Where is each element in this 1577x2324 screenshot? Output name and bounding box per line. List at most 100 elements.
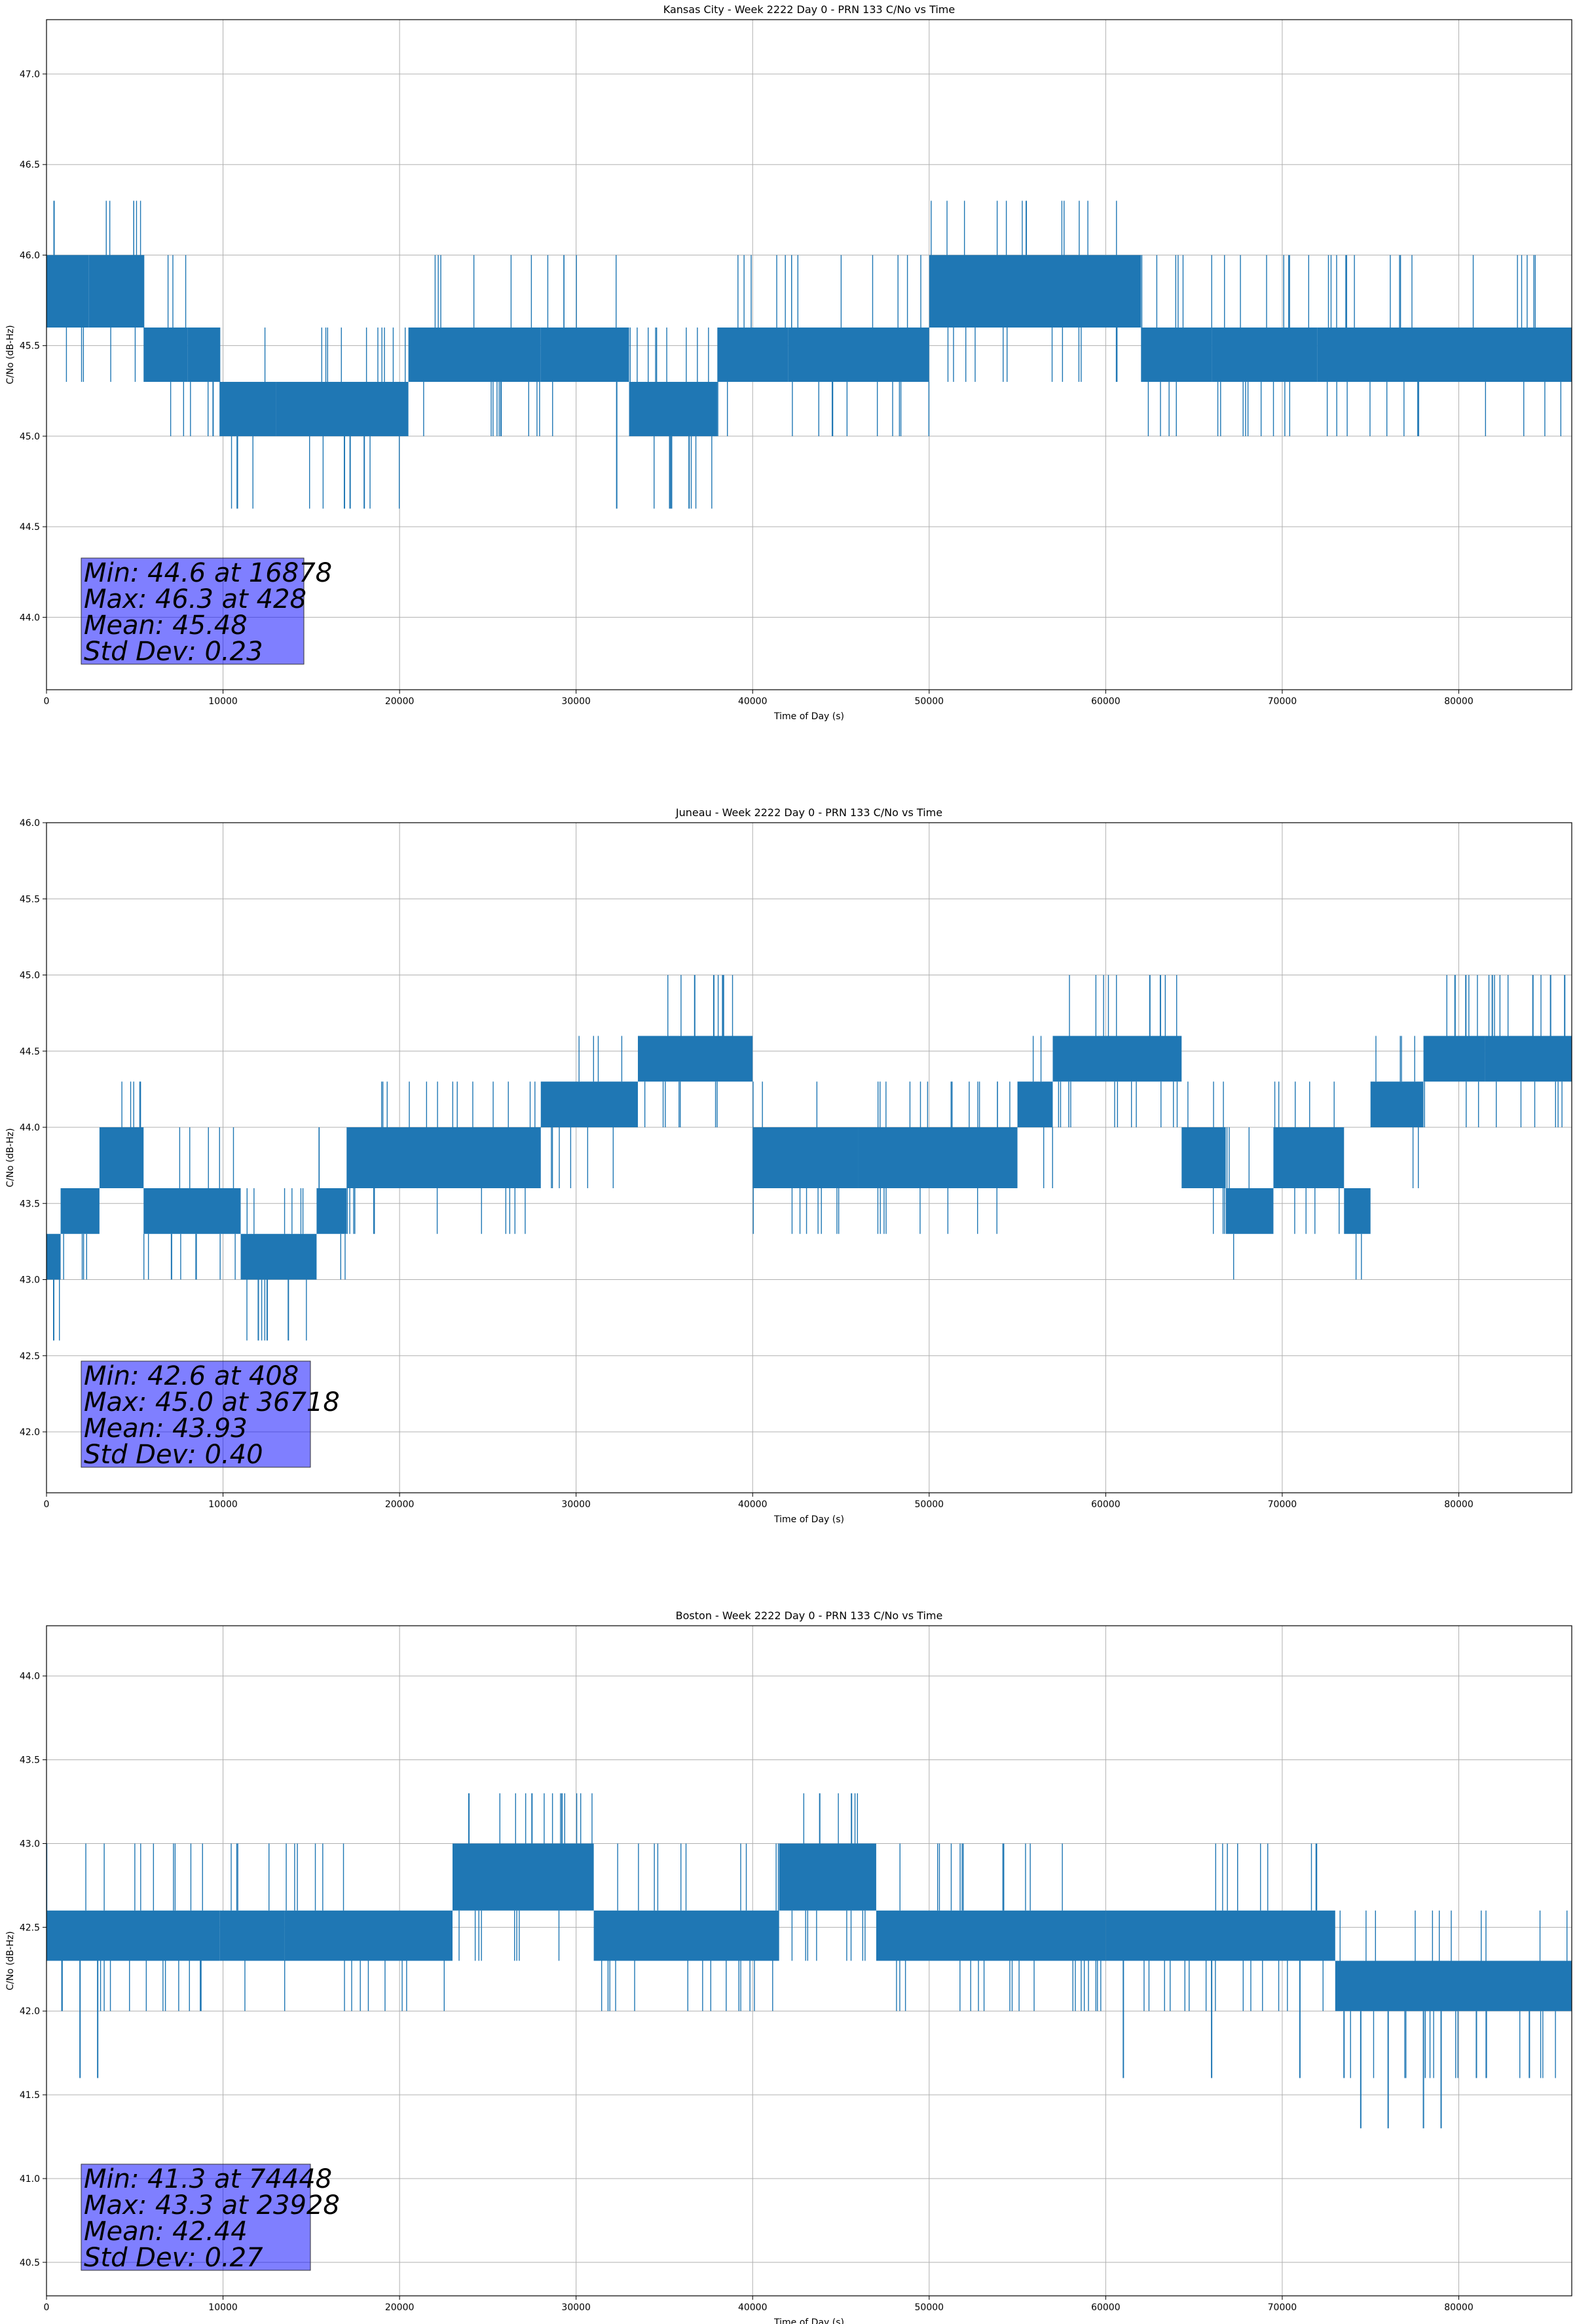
y-axis-label: C/No (dB-Hz) <box>5 1128 16 1187</box>
series-cno <box>46 975 1572 1341</box>
x-tick-label: 10000 <box>208 696 238 707</box>
x-tick-label: 0 <box>44 1499 50 1510</box>
series-band <box>346 1127 541 1188</box>
series-band <box>452 1843 594 1911</box>
series-band <box>240 1233 317 1280</box>
x-tick-label: 50000 <box>915 696 944 707</box>
stats-box <box>81 557 305 665</box>
x-tick-label: 10000 <box>208 1499 238 1510</box>
series-band <box>1344 1188 1371 1234</box>
stats-std: Std Dev: 0.27 <box>84 2243 263 2273</box>
y-tick-label: 44.0 <box>20 1123 40 1133</box>
x-tick-label: 70000 <box>1268 2302 1297 2313</box>
series-band <box>1273 1127 1345 1188</box>
y-tick-label: 46.0 <box>20 818 40 829</box>
y-tick-label: 43.0 <box>20 1839 40 1849</box>
stats-max: Max: 43.3 at 23928 <box>84 2190 340 2221</box>
y-tick-label: 46.0 <box>20 250 40 261</box>
x-tick-label: 50000 <box>915 2302 944 2313</box>
stats-min: Min: 42.6 at 408 <box>84 1361 299 1391</box>
x-axis-label: Time of Day (s) <box>773 2317 844 2324</box>
series-band <box>638 1036 753 1082</box>
series-band <box>1105 1910 1335 1961</box>
y-tick-label: 45.5 <box>20 341 40 352</box>
series-band <box>752 1127 859 1188</box>
boston-panel: 0 10000 20000 30000 40000 50000 60000 70000 8000… <box>5 1609 1572 2324</box>
series-band <box>99 1127 144 1188</box>
series-band <box>143 1188 241 1234</box>
x-axis-label: Time of Day (s) <box>773 711 844 722</box>
y-tick-label: 43.0 <box>20 1275 40 1286</box>
series-band <box>1423 1036 1485 1082</box>
axes-frame <box>46 19 1572 690</box>
y-tick-label: 43.5 <box>20 1199 40 1209</box>
series-cno <box>46 200 1572 509</box>
kansas-city-panel: 0 10000 20000 30000 40000 50000 60000 70000 8000… <box>5 3 1572 722</box>
x-tick-label: 70000 <box>1268 696 1297 707</box>
axes-frame <box>46 822 1572 1493</box>
x-tick-label: 20000 <box>385 2302 415 2313</box>
juneau-panel: 0 10000 20000 30000 40000 50000 60000 70000 8000… <box>5 806 1572 1525</box>
stats-mean: Mean: 45.48 <box>84 610 248 641</box>
series-band <box>717 328 788 382</box>
x-tick-label: 40000 <box>738 1499 768 1510</box>
series-band <box>929 255 1141 328</box>
series-band <box>1212 328 1318 382</box>
series-band <box>629 381 718 436</box>
x-tick-label: 50000 <box>915 1499 944 1510</box>
series-band <box>187 328 220 382</box>
y-tick-label: 42.0 <box>20 2006 40 2017</box>
stats-box <box>81 1360 311 1468</box>
series-band <box>1370 1081 1424 1127</box>
series-band <box>1485 1036 1572 1082</box>
x-tick-label: 10000 <box>208 2302 238 2313</box>
y-tick-label: 46.5 <box>20 160 40 170</box>
y-tick-label: 45.0 <box>20 971 40 981</box>
stats-min: Min: 41.3 at 74448 <box>84 2164 332 2194</box>
stats-min: Min: 44.6 at 16878 <box>84 558 332 588</box>
x-tick-label: 30000 <box>561 1499 591 1510</box>
series-band <box>46 1233 61 1280</box>
x-tick-label: 40000 <box>738 696 768 707</box>
x-tick-label: 60000 <box>1091 1499 1121 1510</box>
series-band <box>88 255 144 328</box>
y-tick-label: 44.5 <box>20 1047 40 1057</box>
series-band <box>219 1910 285 1961</box>
series-band <box>1141 328 1212 382</box>
y-tick-label: 45.0 <box>20 432 40 442</box>
y-tick-label: 47.0 <box>20 69 40 80</box>
x-tick-label: 0 <box>44 696 50 707</box>
series-band <box>143 328 188 382</box>
series-band <box>46 255 89 328</box>
series-band <box>540 328 629 382</box>
y-tick-label: 42.5 <box>20 1351 40 1362</box>
x-axis-label: Time of Day (s) <box>773 1514 844 1525</box>
series-band <box>276 381 409 436</box>
chart-title: Kansas City - Week 2222 Day 0 - PRN 133 … <box>663 3 955 16</box>
y-tick-label: 41.0 <box>20 2174 40 2184</box>
y-tick-label: 44.5 <box>20 522 40 533</box>
series-band <box>1017 1081 1053 1127</box>
series-band <box>284 1910 453 1961</box>
stats-std: Std Dev: 0.40 <box>84 1440 263 1470</box>
series-band <box>1335 1960 1572 2012</box>
x-tick-label: 60000 <box>1091 696 1121 707</box>
y-tick-label: 42.5 <box>20 1922 40 1933</box>
axes-frame <box>46 1625 1572 2296</box>
x-tick-label: 30000 <box>561 696 591 707</box>
y-tick-label: 41.5 <box>20 2090 40 2101</box>
x-tick-label: 80000 <box>1444 2302 1474 2313</box>
stats-box <box>81 2164 311 2271</box>
x-tick-label: 70000 <box>1268 1499 1297 1510</box>
series-band <box>46 1910 220 1961</box>
series-band <box>1052 1036 1182 1082</box>
y-tick-label: 44.0 <box>20 612 40 623</box>
stats-max: Max: 46.3 at 428 <box>84 584 306 614</box>
y-tick-label: 42.0 <box>20 1427 40 1438</box>
y-axis-label: C/No (dB-Hz) <box>5 1931 16 1990</box>
chart-title: Boston - Week 2222 Day 0 - PRN 133 C/No … <box>676 1609 943 1622</box>
series-band <box>593 1910 779 1961</box>
series-band <box>540 1081 639 1127</box>
x-tick-label: 0 <box>44 2302 50 2313</box>
